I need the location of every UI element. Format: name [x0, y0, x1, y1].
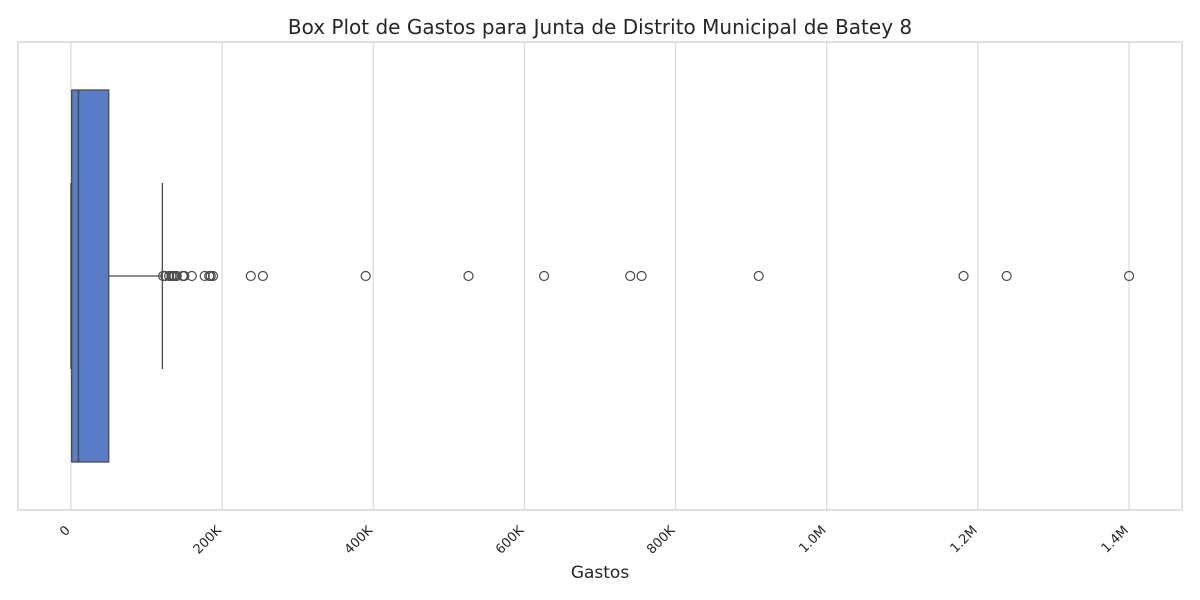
outlier-point-15 — [257, 270, 268, 282]
outlier-point-18 — [538, 270, 550, 282]
grid-lines — [70, 42, 1130, 510]
outlier-point-9 — [186, 270, 197, 282]
outlier-point-16 — [360, 270, 371, 282]
plot-area — [70, 89, 1135, 463]
x-tick-label-6: 1.2M — [948, 523, 981, 556]
x-tick-label-1: 200K — [191, 523, 226, 558]
outlier-point-13 — [207, 270, 219, 282]
outlier-point-22 — [958, 270, 969, 282]
outlier-point-17 — [463, 270, 474, 282]
plot-frame — [17, 41, 1183, 511]
box-iqr — [71, 89, 110, 463]
x-tick-labels: 0 200K 400K 600K 800K 1.0M 1.2M 1.4M — [57, 523, 1132, 558]
outlier-point-20 — [636, 270, 647, 282]
x-axis-label: Gastos — [571, 563, 630, 583]
outlier-point-6 — [171, 270, 182, 282]
outlier-point-14 — [245, 270, 256, 282]
x-tick-label-0: 0 — [57, 523, 73, 539]
x-tick-label-4: 800K — [644, 523, 679, 558]
x-tick-label-7: 1.4M — [1099, 523, 1132, 556]
outlier-point-23 — [1001, 270, 1012, 282]
outlier-point-8 — [179, 270, 190, 282]
x-tick-label-3: 600K — [493, 523, 528, 558]
x-tick-label-2: 400K — [342, 523, 377, 558]
outlier-point-24 — [1123, 270, 1135, 282]
chart-title: Box Plot de Gastos para Junta de Distrit… — [288, 15, 912, 39]
x-tick-label-5: 1.0M — [796, 523, 829, 556]
outlier-point-19 — [625, 270, 636, 282]
outlier-point-10 — [199, 270, 210, 282]
outlier-point-21 — [753, 270, 764, 282]
